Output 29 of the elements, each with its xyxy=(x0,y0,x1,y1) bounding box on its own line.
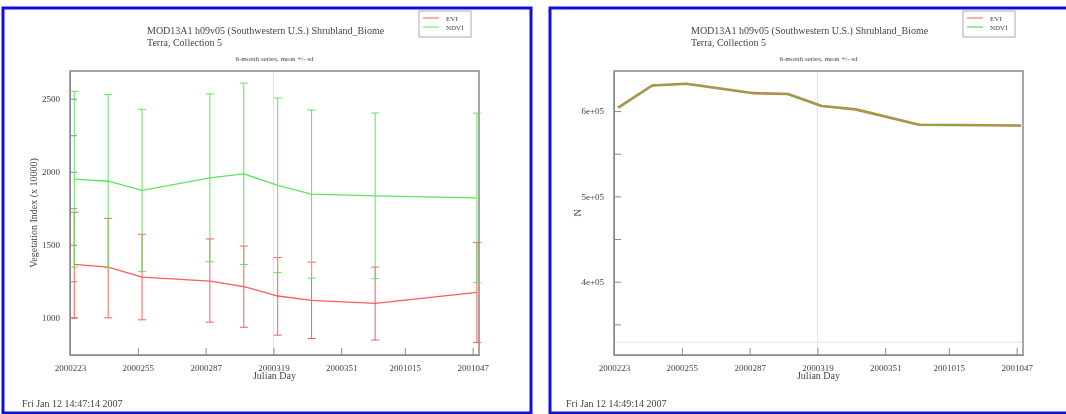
x-tick-label: 2000223 xyxy=(54,363,87,374)
y-tick-label: 1500 xyxy=(42,240,61,251)
y-tick-label: 1000 xyxy=(42,313,61,324)
y-tick-label: 2000 xyxy=(42,167,61,178)
y-axis-title: N xyxy=(572,209,583,217)
x-axis-title: Julian Day xyxy=(252,370,297,381)
x-tick-label: 2001047 xyxy=(1001,363,1034,374)
x-tick-label: 2000351 xyxy=(326,363,358,374)
x-tick-label: 2000255 xyxy=(666,363,699,374)
y-tick-label: 4e+05 xyxy=(581,277,605,288)
y-axis-title: Vegetation Index (x 10000) xyxy=(28,158,40,268)
x-tick-label: 2000223 xyxy=(598,363,631,374)
x-tick-label: 2001047 xyxy=(457,363,490,374)
text: Fri Jan 12 14:49:14 2007 xyxy=(566,398,667,409)
x-tick-label: 2001015 xyxy=(933,363,966,374)
y-tick-label: 6e+05 xyxy=(581,106,605,117)
y-tick-label: 2500 xyxy=(42,94,61,105)
x-tick-label: 2000255 xyxy=(122,363,155,374)
chart-subtitle: Terra, Collection 5 xyxy=(691,37,767,48)
x-axis-title: Julian Day xyxy=(796,370,841,381)
chart-subtitle: Terra, Collection 5 xyxy=(147,37,223,48)
chart-title: MOD13A1 h09v05 (Southwestern U.S.) Shrubland_Biome xyxy=(691,25,929,37)
x-tick-label: 2000287 xyxy=(734,363,767,374)
x-tick-label: 2001015 xyxy=(389,363,422,374)
text: Fri Jan 12 14:47:14 2007 xyxy=(22,398,123,409)
x-tick-label: 2000351 xyxy=(870,363,902,374)
y-tick-label: 5e+05 xyxy=(581,191,605,202)
chart-title: MOD13A1 h09v05 (Southwestern U.S.) Shrubland_Biome xyxy=(147,25,385,37)
x-tick-label: 2000287 xyxy=(190,363,223,374)
